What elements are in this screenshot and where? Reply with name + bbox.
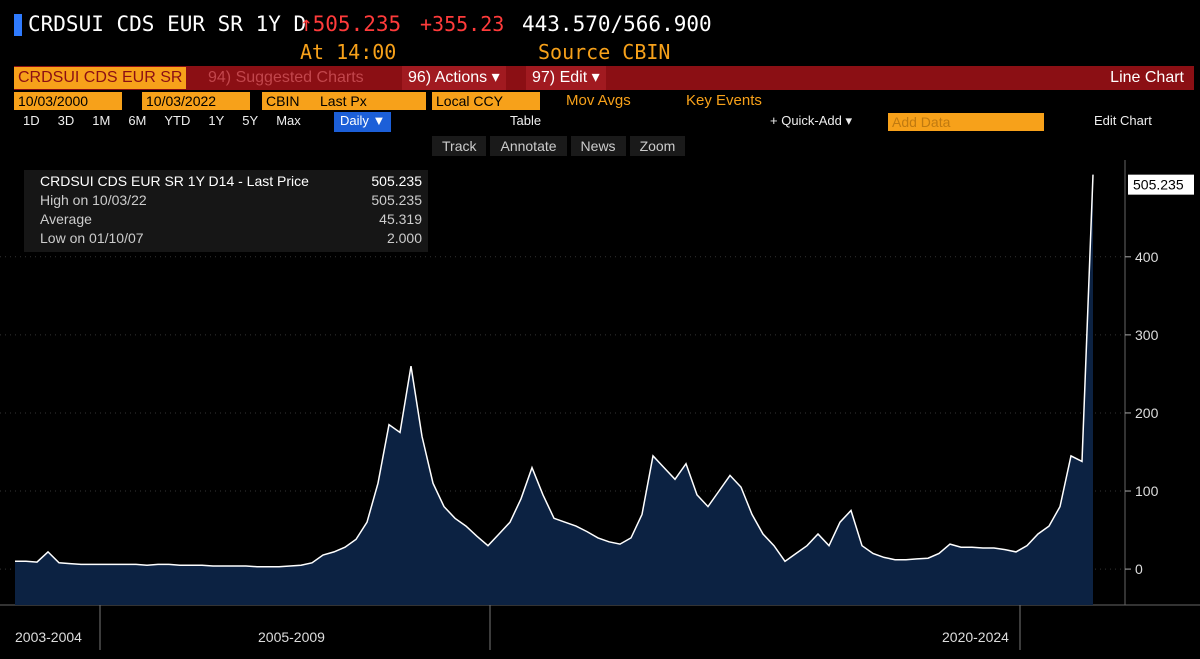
x-label: 2005-2009 (258, 629, 325, 645)
y-tick-label: 400 (1135, 249, 1159, 265)
chart: 0 100 200 300 400 2003-2004 2005-2009 2020-2024… (0, 160, 1200, 650)
field[interactable]: Last Px (316, 92, 426, 110)
period[interactable]: 1D (23, 113, 40, 128)
chart-type: Line Chart (1110, 69, 1184, 86)
price-tag-label: 505.235 (1133, 177, 1184, 193)
tool[interactable]: Zoom (629, 136, 686, 156)
quick-add[interactable]: + Quick-Add ▾ (770, 113, 853, 128)
price-tag (1128, 174, 1194, 195)
security[interactable]: CRDSUI CDS EUR SR (14, 67, 187, 89)
edit[interactable]: 97) Edit ▾ (526, 66, 606, 90)
x-label: 2003-2004 (15, 629, 82, 645)
legend-label: Low on 01/10/07 (40, 230, 144, 246)
key-events[interactable]: Key Events (686, 92, 762, 109)
bid-ask: 443.570/566.900 (522, 12, 712, 36)
period[interactable]: 1Y (208, 113, 225, 128)
start-date[interactable]: 10/03/2000 (14, 92, 122, 110)
legend-value: 2.000 (386, 230, 422, 246)
tool[interactable]: News (570, 136, 626, 156)
period[interactable]: YTD (164, 113, 191, 128)
legend-row: Low on 01/10/07 2.000 (40, 230, 422, 249)
legend (24, 170, 428, 252)
legend-row: CRDSUI CDS EUR SR 1Y D14 - Last Price 505… (40, 173, 422, 192)
line (15, 174, 1094, 568)
ticker: CRDSUI CDS EUR SR 1Y D (28, 12, 307, 36)
tools: Track Annotate News Zoom (432, 136, 689, 156)
actions[interactable]: 96) Actions ▾ (402, 66, 506, 90)
legend-label: High on 10/03/22 (40, 192, 147, 208)
y-tick-label: 200 (1135, 405, 1159, 421)
source: Source CBIN (538, 40, 671, 64)
source-field[interactable]: CBIN (262, 92, 316, 110)
legend-value: 505.235 (371, 173, 422, 189)
period[interactable]: 3D (57, 113, 75, 128)
frequency[interactable]: Daily ▼ (334, 112, 392, 132)
table[interactable]: Table (510, 113, 542, 128)
suggested[interactable]: 94) Suggested Charts (208, 69, 364, 86)
legend-row: High on 10/03/22 505.235 (40, 192, 422, 211)
change: +355.23 (420, 12, 505, 36)
legend-label: CRDSUI CDS EUR SR 1Y D14 - Last Price (40, 173, 309, 189)
period[interactable]: 6M (128, 113, 147, 128)
periods: 1D 3D 1M 6M YTD 1Y 5Y Max (14, 112, 310, 132)
marker (14, 14, 22, 36)
end-date[interactable]: 10/03/2022 (142, 92, 250, 110)
period[interactable]: 5Y (242, 113, 259, 128)
legend-value: 505.235 (371, 192, 422, 208)
tool[interactable]: Annotate (490, 136, 567, 156)
y-tick-label: 100 (1135, 483, 1159, 499)
legend-row: Average 45.319 (40, 211, 422, 230)
y-tick-label: 300 (1135, 327, 1159, 343)
legend-value: 45.319 (379, 211, 422, 227)
edit-chart[interactable]: Edit Chart (1094, 113, 1152, 128)
add-data[interactable]: Add Data (888, 113, 1044, 131)
last-price: ↑505.235 (300, 12, 402, 36)
mov-avgs[interactable]: Mov Avgs (566, 92, 631, 109)
y-tick-label: 0 (1135, 561, 1143, 577)
x-label: 2020-2024 (942, 629, 1009, 645)
tool[interactable]: Track (432, 136, 487, 156)
legend-label: Average (40, 211, 92, 227)
time: At 14:00 (300, 40, 397, 64)
currency[interactable]: Local CCY (432, 92, 540, 110)
period[interactable]: 1M (92, 113, 111, 128)
legend-rows: CRDSUI CDS EUR SR 1Y D14 - Last Price 505… (40, 173, 422, 249)
period[interactable]: Max (276, 113, 301, 128)
